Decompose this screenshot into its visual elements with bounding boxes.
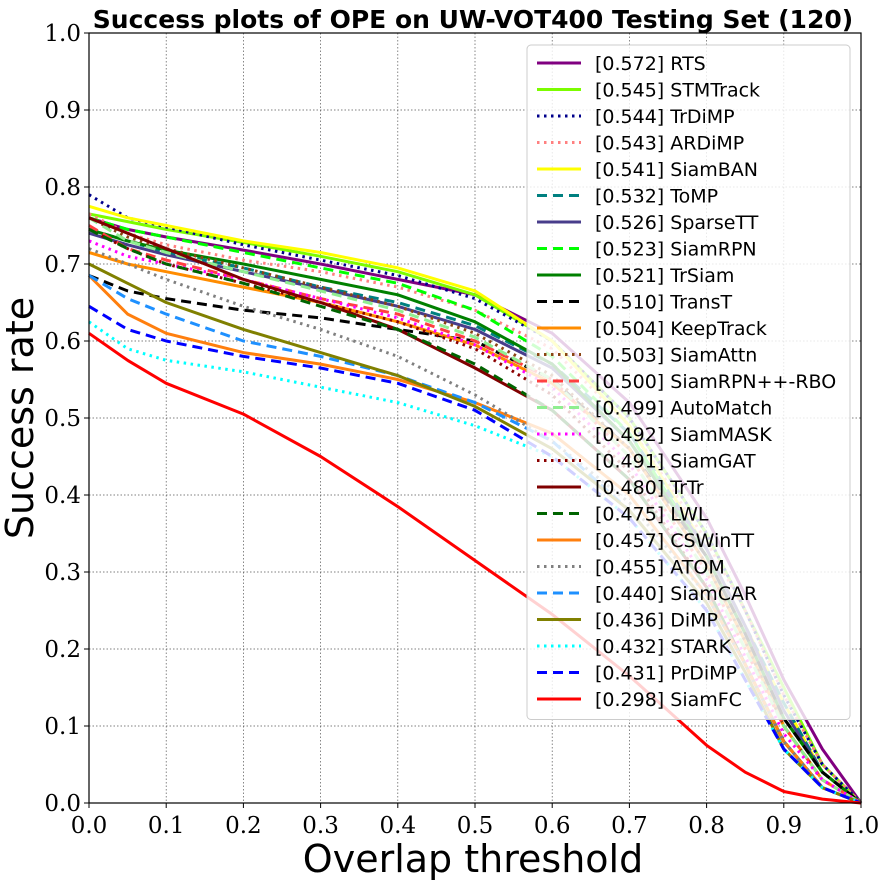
series-line-lwl [88, 228, 862, 805]
x-tick-label-5: 0.5 [457, 813, 494, 839]
legend-label-siamrpn: [0.523] SiamRPN [595, 239, 757, 261]
legend-label-ardimp: [0.543] ARDiMP [595, 133, 744, 155]
legend-label-siamban: [0.541] SiamBAN [595, 159, 758, 181]
legend-label-prdimp: [0.431] PrDiMP [595, 663, 737, 685]
legend-label-trsiam: [0.521] TrSiam [595, 265, 734, 287]
legend-label-lwl: [0.475] LWL [595, 504, 709, 526]
y-tick-label-0: 0.0 [44, 791, 81, 817]
legend-label-trtr: [0.480] TrTr [595, 477, 704, 499]
legend-label-siammask: [0.492] SiamMASK [595, 424, 772, 446]
series-line-prdimp [88, 305, 862, 805]
legend-label-stmtrack: [0.545] STMTrack [595, 80, 760, 102]
x-tick-label-3: 0.3 [302, 813, 339, 839]
y-tick-label-8: 0.8 [44, 175, 81, 201]
legend: [0.572] RTS [0.545] STMTrack [0.544] TrDiM… [526, 44, 851, 720]
y-tick-label-9: 0.9 [44, 98, 81, 124]
y-tick-label-5: 0.5 [44, 406, 81, 432]
x-tick-label-2: 0.2 [225, 813, 262, 839]
x-tick-label-4: 0.4 [380, 813, 417, 839]
series-line-siamfc [88, 332, 862, 805]
y-tick-label-3: 0.3 [44, 560, 81, 586]
legend-label-sparsett: [0.526] SparseTT [595, 212, 759, 234]
legend-label-siamrpn-rbo: [0.500] SiamRPN++-RBO [595, 371, 836, 393]
legend-label-keeptrack: [0.504] KeepTrack [595, 318, 767, 340]
x-tick-label-1: 0.1 [148, 813, 185, 839]
series-line-siamgat [88, 228, 862, 805]
tick-labels: 0.0 0.1 0.2 0.3 0.4 0.5 0.6 0.7 0.8 0.9 1.0 0.0 0.1 0… [44, 21, 879, 839]
legend-label-siamcar: [0.440] SiamCAR [595, 583, 757, 605]
x-tick-label-10: 1.0 [843, 813, 880, 839]
x-tick-label-9: 0.9 [766, 813, 803, 839]
legend-label-siamfc: [0.298] SiamFC [595, 689, 742, 711]
legend-label-rts: [0.572] RTS [595, 53, 706, 75]
legend-label-dimp: [0.436] DiMP [595, 610, 718, 632]
x-axis-label: Overlap threshold [303, 837, 643, 881]
legend-label-stark: [0.432] STARK [595, 636, 732, 658]
legend-label-trdimp: [0.544] TrDiMP [595, 106, 735, 128]
chart-title: Success plots of OPE on UW-VOT400 Testin… [93, 5, 853, 34]
legend-label-siamattn: [0.503] SiamAttn [595, 345, 757, 367]
y-tick-label-4: 0.4 [44, 483, 81, 509]
series-line-stark [88, 320, 862, 805]
x-tick-label-8: 0.8 [688, 813, 725, 839]
x-tick-label-7: 0.7 [611, 813, 648, 839]
y-tick-label-7: 0.7 [44, 252, 81, 278]
y-tick-label-6: 0.6 [44, 329, 81, 355]
legend-label-automatch: [0.499] AutoMatch [595, 398, 772, 420]
legend-box [526, 44, 851, 720]
legend-label-siamgat: [0.491] SiamGAT [595, 451, 756, 473]
series-line-cswintt [87, 274, 862, 805]
legend-label-cswintt: [0.457] CSWinTT [595, 530, 755, 552]
y-tick-label-2: 0.2 [44, 637, 81, 663]
legend-label-atom: [0.455] ATOM [595, 557, 725, 579]
x-tick-label-6: 0.6 [534, 813, 571, 839]
y-tick-label-10: 1.0 [44, 21, 81, 47]
x-tick-label-0: 0.0 [71, 813, 108, 839]
y-tick-label-1: 0.1 [44, 714, 81, 740]
y-axis-label: Success rate [0, 297, 42, 539]
legend-label-transt: [0.510] TransT [595, 292, 732, 314]
legend-label-tomp: [0.532] ToMP [595, 186, 718, 208]
